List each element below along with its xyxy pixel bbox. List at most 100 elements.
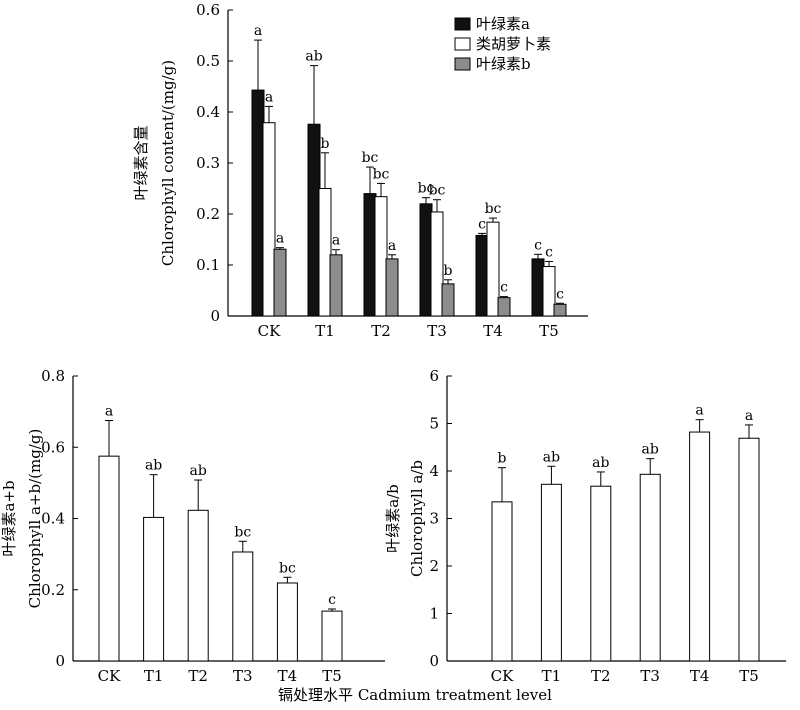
x-tick-label: T4	[278, 667, 298, 685]
panel-chlorophyll-a-over-b: 0 1 2 3 4 5 6 叶绿素a/b Chlorophyll a/b b CK ab T1 ab T2 a…	[384, 367, 786, 685]
bar	[273, 248, 287, 317]
significance-letter: a	[388, 238, 396, 254]
significance-letter: c	[556, 286, 564, 302]
bar	[486, 221, 500, 317]
bar	[542, 266, 556, 317]
bar	[738, 437, 760, 662]
bar	[262, 122, 276, 317]
significance-letter: ab	[305, 49, 322, 65]
legend-swatch	[454, 57, 471, 71]
y-axis-title-en: Chlorophyll a/b	[408, 460, 426, 577]
bar	[143, 516, 165, 662]
x-tick-label: T3	[233, 667, 253, 685]
x-tick-label: T1	[144, 667, 164, 685]
bar	[553, 303, 567, 317]
significance-letter: b	[498, 451, 507, 467]
x-tick-label: T1	[542, 667, 562, 685]
significance-letter: c	[500, 280, 508, 296]
bar	[441, 283, 455, 317]
y-tick-label: 0.6	[196, 1, 220, 19]
significance-letter: a	[745, 408, 753, 424]
x-tick-label: T3	[640, 667, 660, 685]
x-tick-label: T5	[539, 322, 559, 340]
legend-label: 叶绿素a	[476, 15, 530, 33]
significance-letter: a	[695, 403, 703, 419]
significance-letter: ab	[642, 442, 659, 458]
significance-letter: b	[444, 263, 453, 279]
y-tick-label: 0.3	[196, 154, 220, 172]
significance-letter: bc	[279, 560, 296, 576]
bar	[639, 473, 661, 662]
bar	[98, 455, 120, 662]
x-tick-label: CK	[98, 667, 121, 685]
y-tick-label: 0	[210, 307, 220, 325]
x-tick-label: T2	[371, 322, 391, 340]
significance-letter: a	[332, 233, 340, 249]
y-tick-label: 1	[429, 605, 439, 623]
y-axis-title-cn: 叶绿素a+b	[0, 480, 18, 556]
significance-letter: bc	[429, 183, 446, 199]
significance-letter: bc	[373, 166, 390, 182]
bar	[531, 258, 545, 317]
significance-letter: c	[478, 216, 486, 232]
significance-letter: bc	[362, 150, 379, 166]
bar	[475, 234, 489, 317]
y-axis-title-en: Chlorophyll a+b/(mg/g)	[26, 429, 44, 609]
y-tick-label: 0.6	[41, 438, 65, 456]
x-tick-label: T3	[427, 322, 447, 340]
legend-label: 类胡萝卜素	[476, 35, 551, 53]
bar	[307, 123, 321, 317]
y-tick-label: 0.2	[41, 581, 65, 599]
y-tick-label: 3	[429, 510, 439, 528]
x-tick-label: T2	[188, 667, 208, 685]
x-tick-label: T1	[315, 322, 335, 340]
y-tick-label: 0.8	[41, 367, 65, 385]
legend-swatch	[454, 37, 471, 51]
bar	[187, 509, 209, 662]
x-tick-label: T2	[591, 667, 611, 685]
y-axis-title-cn: 叶绿素含量	[132, 125, 150, 200]
significance-letter: bc	[485, 201, 502, 217]
y-tick-label: 0.4	[41, 510, 65, 528]
y-tick-label: 0.1	[196, 256, 220, 274]
y-axis-title-en: Chlorophyll content/(mg/g)	[159, 60, 177, 266]
y-tick-label: 0.5	[196, 52, 220, 70]
significance-letter: b	[321, 136, 330, 152]
bar	[329, 254, 343, 317]
significance-letter: a	[265, 89, 273, 105]
bar	[491, 501, 513, 662]
bar	[251, 89, 265, 317]
y-tick-label: 2	[429, 557, 439, 575]
bar	[374, 196, 388, 317]
significance-letter: bc	[234, 524, 251, 540]
panel-chlorophyll-content: 0 0.1 0.2 0.3 0.4 0.5 0.6 叶绿素含量 Chlorophyll cont…	[132, 1, 588, 340]
panel-chlorophyll-a-plus-b: 0 0.2 0.4 0.6 0.8 叶绿素a+b Chlorophyll a+b/(mg/g…	[0, 367, 385, 685]
x-tick-label: CK	[258, 322, 281, 340]
significance-letter: c	[545, 244, 553, 260]
bar	[385, 258, 399, 317]
y-tick-label: 0	[55, 652, 65, 670]
bar	[689, 431, 711, 662]
bar	[540, 483, 562, 662]
y-tick-label: 0.4	[196, 103, 220, 121]
bar	[430, 211, 444, 317]
significance-letter: bc	[418, 181, 435, 197]
bar	[590, 485, 612, 662]
significance-letter: ab	[543, 449, 560, 465]
bar	[363, 193, 377, 317]
significance-letter: a	[254, 23, 262, 39]
bar	[232, 551, 254, 662]
bar	[497, 297, 511, 317]
bar	[419, 203, 433, 317]
significance-letter: ab	[145, 458, 162, 474]
bar	[318, 188, 332, 317]
y-axis-title-cn: 叶绿素a/b	[384, 484, 402, 553]
y-tick-label: 0.2	[196, 205, 220, 223]
x-tick-label: T4	[690, 667, 710, 685]
significance-letter: c	[328, 592, 336, 608]
x-tick-label: T4	[483, 322, 503, 340]
legend-swatch	[454, 17, 471, 31]
x-tick-label: CK	[491, 667, 514, 685]
shared-x-axis-label: 镉处理水平 Cadmium treatment level	[278, 686, 552, 704]
significance-letter: a	[105, 404, 113, 420]
